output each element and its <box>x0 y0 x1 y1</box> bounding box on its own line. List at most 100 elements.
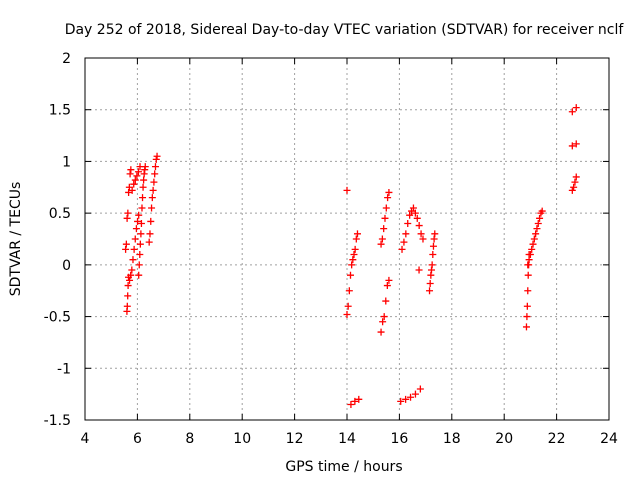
data-point <box>385 276 393 284</box>
data-point <box>149 186 157 194</box>
data-point <box>128 186 136 194</box>
x-tick-label: 6 <box>133 431 142 447</box>
x-tick-label: 18 <box>443 431 461 447</box>
data-point <box>138 204 146 212</box>
data-point <box>402 230 410 238</box>
data-point <box>130 245 138 253</box>
data-point <box>135 271 143 279</box>
data-point <box>152 155 160 163</box>
data-point <box>122 240 130 248</box>
data-point <box>134 168 142 176</box>
data-point <box>347 400 355 408</box>
data-point <box>528 245 536 253</box>
y-tick-label: 1.5 <box>49 103 71 119</box>
data-point <box>536 214 544 222</box>
x-tick-label: 14 <box>338 431 356 447</box>
data-point <box>135 211 143 219</box>
data-point <box>140 176 148 184</box>
data-point <box>523 302 531 310</box>
data-point <box>532 230 540 238</box>
data-point <box>133 172 141 180</box>
data-point <box>377 240 385 248</box>
data-points <box>122 104 580 408</box>
data-point <box>416 385 424 393</box>
data-point <box>141 163 149 171</box>
data-point <box>419 235 427 243</box>
data-point <box>148 204 156 212</box>
data-point <box>351 245 359 253</box>
data-point <box>524 271 532 279</box>
data-point <box>348 261 356 269</box>
data-point <box>378 235 386 243</box>
x-tick-label: 10 <box>233 431 251 447</box>
data-point <box>146 230 154 238</box>
data-point <box>129 256 137 264</box>
data-point <box>148 194 156 202</box>
data-point <box>524 261 532 269</box>
y-tick-label: -0.5 <box>44 310 71 326</box>
data-point <box>429 251 437 259</box>
data-point <box>145 238 153 246</box>
data-point <box>343 311 351 319</box>
data-point <box>428 261 436 269</box>
y-axis-label: SDTVAR / TECUs <box>8 182 24 297</box>
data-point <box>349 256 357 264</box>
data-point <box>351 397 359 405</box>
data-point <box>397 397 405 405</box>
data-point <box>382 204 390 212</box>
data-point <box>572 140 580 148</box>
data-point <box>127 271 135 279</box>
y-tick-label: 1 <box>62 154 71 170</box>
data-point <box>382 297 390 305</box>
data-point <box>429 242 437 250</box>
x-tick-label: 16 <box>390 431 408 447</box>
data-point <box>533 225 541 233</box>
data-point <box>137 219 145 227</box>
data-point <box>525 256 533 264</box>
data-point <box>384 194 392 202</box>
data-point <box>524 287 532 295</box>
data-point <box>123 214 131 222</box>
data-point <box>131 176 139 184</box>
data-point <box>385 188 393 196</box>
data-point <box>134 217 142 225</box>
data-point <box>139 183 147 191</box>
data-point <box>406 211 414 219</box>
data-point <box>346 271 354 279</box>
data-point <box>150 178 158 186</box>
data-point <box>377 328 385 336</box>
data-point <box>153 152 161 160</box>
data-point <box>343 186 351 194</box>
data-point <box>379 318 387 326</box>
data-point <box>124 282 132 290</box>
y-tick-label: 0.5 <box>49 206 71 222</box>
data-point <box>427 271 435 279</box>
data-point <box>136 251 144 259</box>
data-point <box>404 219 412 227</box>
data-point <box>534 219 542 227</box>
data-point <box>529 240 537 248</box>
data-point <box>355 395 363 403</box>
data-point <box>122 245 130 253</box>
data-point <box>128 266 136 274</box>
data-point <box>427 266 435 274</box>
x-axis-label: GPS time / hours <box>285 459 402 475</box>
data-point <box>124 292 132 300</box>
data-point <box>130 180 138 188</box>
data-point <box>344 302 352 310</box>
data-point <box>426 279 434 287</box>
data-point <box>151 170 159 178</box>
data-point <box>572 104 580 112</box>
data-point <box>417 230 425 238</box>
axis-ticks: 4 6 8 10 12 14 16 18 20 22 24 -1.5 -1 -0.5 0 0.5 1 1.5 2 <box>44 51 618 447</box>
x-tick-label: 8 <box>185 431 194 447</box>
x-tick-label: 22 <box>548 431 566 447</box>
data-point <box>568 108 576 116</box>
data-point <box>126 276 134 284</box>
y-tick-label: 2 <box>62 51 71 67</box>
data-point <box>125 188 133 196</box>
data-point <box>398 245 406 253</box>
data-point <box>132 225 140 233</box>
data-point <box>426 287 434 295</box>
data-point <box>407 393 415 401</box>
